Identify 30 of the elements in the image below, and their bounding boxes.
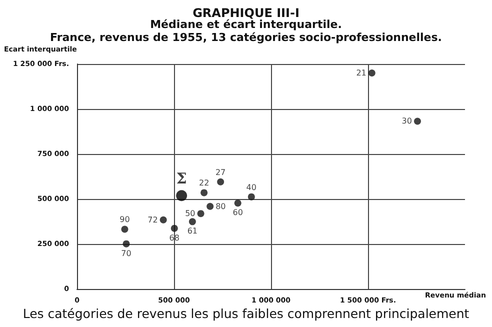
point (197, 210, 204, 218)
annotation: 70 (121, 248, 132, 258)
point (188, 218, 196, 226)
point (176, 190, 188, 202)
annotation: 27 (215, 168, 226, 177)
chart-title: GRAPHIQUE III-I (192, 6, 300, 20)
annotation: Σ (176, 170, 187, 188)
annotation: 21 (356, 68, 366, 78)
point (217, 178, 224, 186)
annotation: 40 (246, 182, 256, 192)
chart-subtitle: Médiane et écart interquartile. France, revenus de 1955, 13 catégories socio-professionnelles. (50, 18, 442, 44)
point (121, 226, 128, 233)
point (160, 216, 167, 224)
point (122, 240, 130, 248)
annotation: 50 (185, 209, 196, 218)
point (170, 224, 178, 232)
annotation: 90 (120, 215, 130, 224)
annotation: 61 (187, 226, 198, 236)
annotation: 60 (232, 208, 243, 218)
annotation: 72 (148, 215, 158, 224)
annotation: 22 (198, 178, 210, 188)
point (200, 189, 208, 196)
point (368, 70, 376, 76)
point (414, 118, 421, 125)
point (248, 193, 255, 200)
point (234, 200, 242, 207)
annotation: 80 (216, 202, 226, 211)
text: Les catégories de revenus les plus faibles comprennent principalement (22, 306, 470, 321)
annotation: 30 (402, 116, 412, 126)
point (206, 202, 214, 210)
